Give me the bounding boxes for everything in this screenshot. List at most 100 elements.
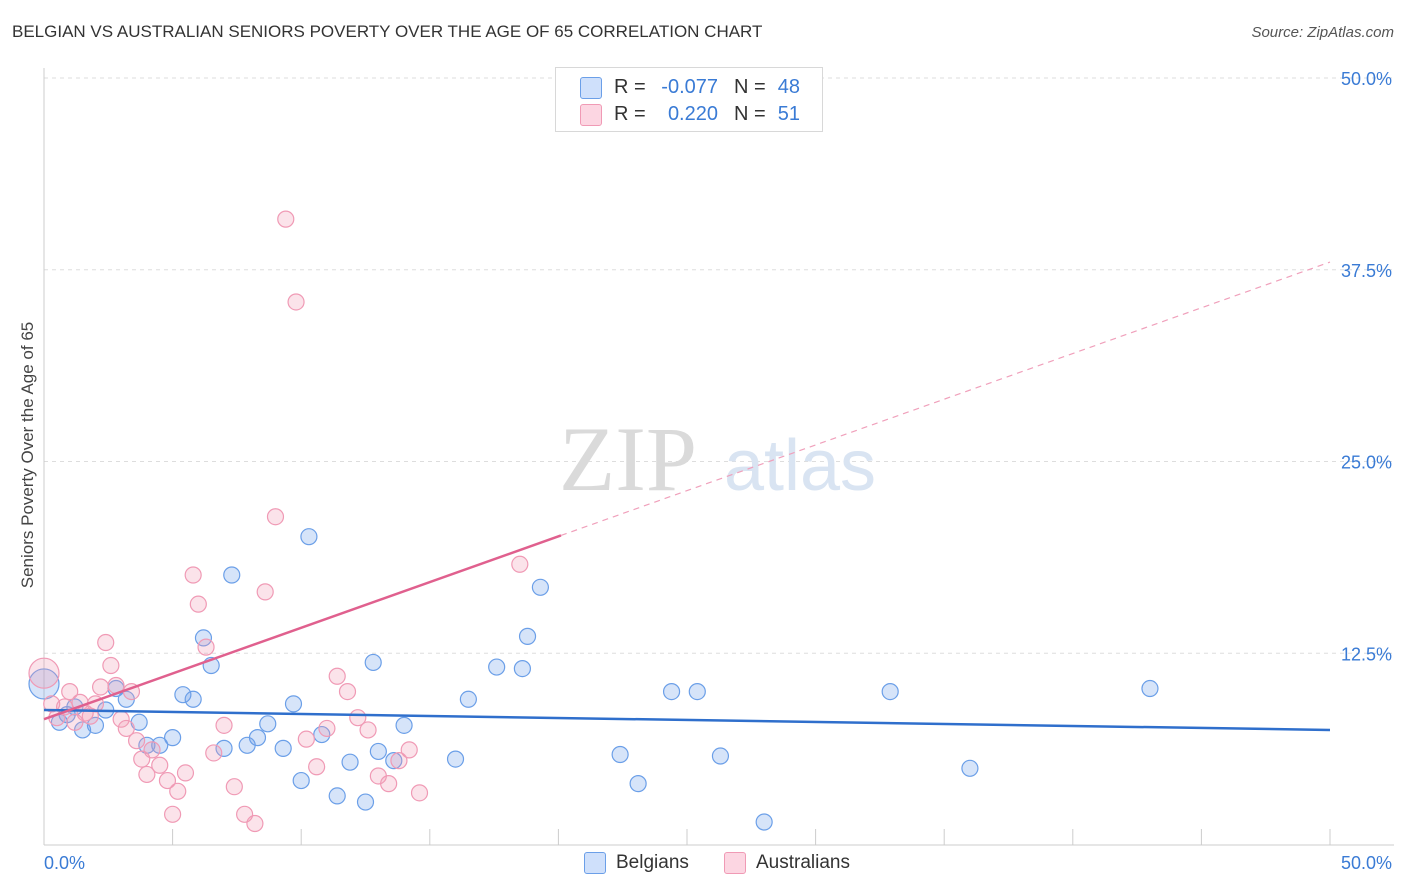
- n-label: N =: [734, 103, 766, 125]
- belgian-point: [881, 682, 899, 701]
- australians-legend-label: Australians: [756, 852, 850, 873]
- australian-point: [197, 638, 215, 656]
- australian-point: [184, 566, 202, 584]
- belgian-point: [86, 716, 105, 734]
- australian-point: [138, 765, 156, 784]
- chart-title: BELGIAN VS AUSTRALIAN SENIORS POVERTY OV…: [12, 22, 763, 41]
- australians-swatch: [580, 104, 602, 126]
- n-label: N =: [734, 76, 766, 98]
- y-tick-labels: 12.5% 25.0% 37.5% 50.0%: [1341, 69, 1392, 664]
- australian-point: [410, 784, 429, 802]
- x-tick-label: 0.0%: [44, 853, 85, 873]
- australian-point: [151, 756, 169, 774]
- belgian-point: [459, 690, 477, 708]
- belgian-point: [364, 653, 382, 672]
- australian-point: [61, 682, 79, 701]
- belgian-point: [248, 729, 267, 747]
- australian-point: [511, 555, 529, 573]
- australian-point: [225, 778, 243, 796]
- belgian-point: [259, 715, 277, 733]
- australians-legend-swatch: [724, 852, 746, 874]
- legend-row-belgians: R = -0.077 N = 48: [556, 74, 822, 100]
- belgian-point: [292, 771, 310, 790]
- belgian-point: [284, 695, 303, 713]
- x-tick-labels: 0.0% 50.0%: [44, 853, 1392, 873]
- belgian-point: [174, 686, 192, 704]
- belgian-point: [385, 752, 403, 770]
- belgian-point: [688, 682, 706, 701]
- y-tick-label: 37.5%: [1341, 261, 1392, 281]
- data-points: [28, 210, 1159, 833]
- belgian-point: [356, 793, 375, 811]
- n-value: 51: [777, 103, 800, 125]
- watermark: ZIP atlas: [559, 408, 876, 510]
- australian-point: [158, 771, 177, 790]
- australian-point: [164, 805, 182, 823]
- source-label: Source: ZipAtlas.com: [1251, 24, 1394, 41]
- australian-point: [287, 293, 305, 311]
- belgian-point: [184, 690, 202, 708]
- australian-trend-line: [43, 534, 562, 721]
- r-label: R =: [614, 103, 646, 125]
- belgian-point: [446, 750, 465, 768]
- australian-point: [28, 657, 60, 689]
- belgian-trend-line: [43, 708, 1331, 732]
- australian-point: [176, 764, 195, 782]
- australian-point: [189, 595, 207, 613]
- australian-point: [318, 719, 336, 738]
- australian-point: [205, 744, 223, 762]
- australian-trend-line-extension: [560, 261, 1331, 537]
- australian-point: [266, 508, 285, 526]
- watermark-atlas: atlas: [724, 426, 876, 506]
- y-tick-label: 50.0%: [1341, 69, 1392, 89]
- belgian-point: [611, 745, 629, 764]
- australian-point: [400, 741, 418, 759]
- australian-point: [143, 741, 161, 759]
- r-value: 0.220: [667, 103, 718, 125]
- watermark-zip: ZIP: [559, 408, 697, 510]
- belgian-point: [274, 739, 292, 757]
- belgian-point: [961, 759, 979, 777]
- australian-point: [338, 682, 357, 701]
- x-tick-label: 50.0%: [1341, 853, 1392, 873]
- belgian-point: [711, 747, 730, 765]
- australian-point: [246, 814, 264, 833]
- australian-point: [117, 719, 135, 738]
- australian-point: [127, 732, 146, 750]
- correlation-legend: R = -0.077 N = 48 R = 0.220 N = 51: [555, 67, 823, 132]
- belgians-swatch: [580, 77, 602, 99]
- belgian-point: [755, 813, 773, 831]
- belgians-legend-swatch: [584, 852, 606, 874]
- belgian-point: [28, 668, 60, 700]
- belgians-legend-label: Belgians: [616, 852, 689, 873]
- belgian-point: [215, 739, 233, 757]
- australian-point: [215, 716, 233, 734]
- r-value: -0.077: [661, 76, 718, 98]
- belgian-point: [488, 658, 506, 676]
- n-value: 48: [777, 76, 800, 98]
- grid-lines: [44, 77, 1394, 654]
- australian-point: [277, 210, 295, 228]
- australian-point: [169, 782, 187, 800]
- belgian-point: [300, 528, 318, 546]
- belgian-point: [513, 659, 531, 678]
- australian-point: [91, 678, 110, 696]
- australian-point: [390, 752, 408, 770]
- belgian-point: [341, 753, 359, 771]
- belgian-point: [328, 787, 346, 805]
- australian-point: [297, 730, 315, 748]
- axes: [43, 68, 1394, 846]
- trend-lines: [43, 261, 1331, 732]
- belgian-point: [1141, 679, 1159, 698]
- australian-point: [308, 758, 326, 776]
- australian-point: [256, 583, 274, 601]
- australian-point: [359, 721, 377, 739]
- belgian-point: [629, 775, 647, 793]
- australian-point: [380, 775, 398, 793]
- belgian-point: [531, 578, 549, 596]
- legend-row-australians: R = 0.220 N = 51: [556, 101, 822, 127]
- belgian-point: [369, 742, 387, 761]
- belgian-point: [223, 566, 241, 584]
- y-tick-label: 12.5%: [1341, 644, 1392, 664]
